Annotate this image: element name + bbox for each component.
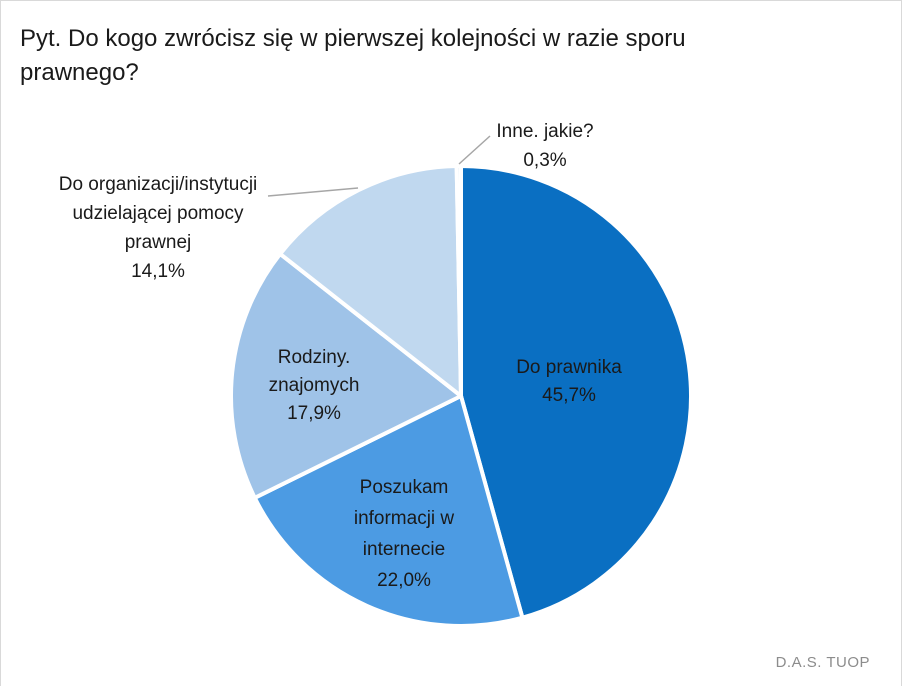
slice-category-label: znajomych (269, 375, 360, 396)
slice-value-label: 22,0% (377, 570, 431, 591)
slice-label-5: Inne. jakie? 0,3% (496, 121, 593, 171)
slice-value-label: 45,7% (542, 385, 596, 406)
slice-label-4: Do organizacji/instytucji udzielającej po… (59, 174, 258, 282)
source-note: D.A.S. TUOP (775, 654, 870, 671)
slice-label-1: Do prawnika 45,7% (516, 357, 622, 406)
slice-category-label: prawnej (125, 232, 192, 253)
pie-slice-3 (229, 251, 463, 500)
pie-slice-1 (459, 164, 693, 620)
leader-line-4 (267, 187, 359, 197)
slice-category-label: Inne. jakie? (496, 121, 593, 142)
slice-label-2: Poszukam informacji w internecie 22,0% (354, 477, 455, 591)
pie-slice-2 (252, 394, 525, 628)
slice-category-label: udzielającej pomocy (72, 203, 244, 224)
slice-value-label: 14,1% (131, 261, 185, 282)
slice-value-label: 0,3% (523, 150, 566, 171)
pie-slice-5 (454, 164, 463, 398)
slice-value-label: 17,9% (287, 403, 341, 424)
slice-label-3: Rodziny. znajomych 17,9% (269, 347, 360, 424)
chart-title: Pyt. Do kogo zwrócisz się w pierwszej ko… (20, 25, 686, 86)
slice-category-label: internecie (363, 539, 445, 560)
slice-category-label: Do organizacji/instytucji (59, 174, 258, 195)
slice-category-label: Rodziny. (278, 347, 351, 368)
pie-slice-4 (278, 164, 463, 398)
leader-line-5 (458, 135, 491, 165)
slice-category-label: Do prawnika (516, 357, 622, 378)
slice-category-label: informacji w (354, 508, 455, 529)
slice-category-label: Poszukam (360, 477, 449, 498)
